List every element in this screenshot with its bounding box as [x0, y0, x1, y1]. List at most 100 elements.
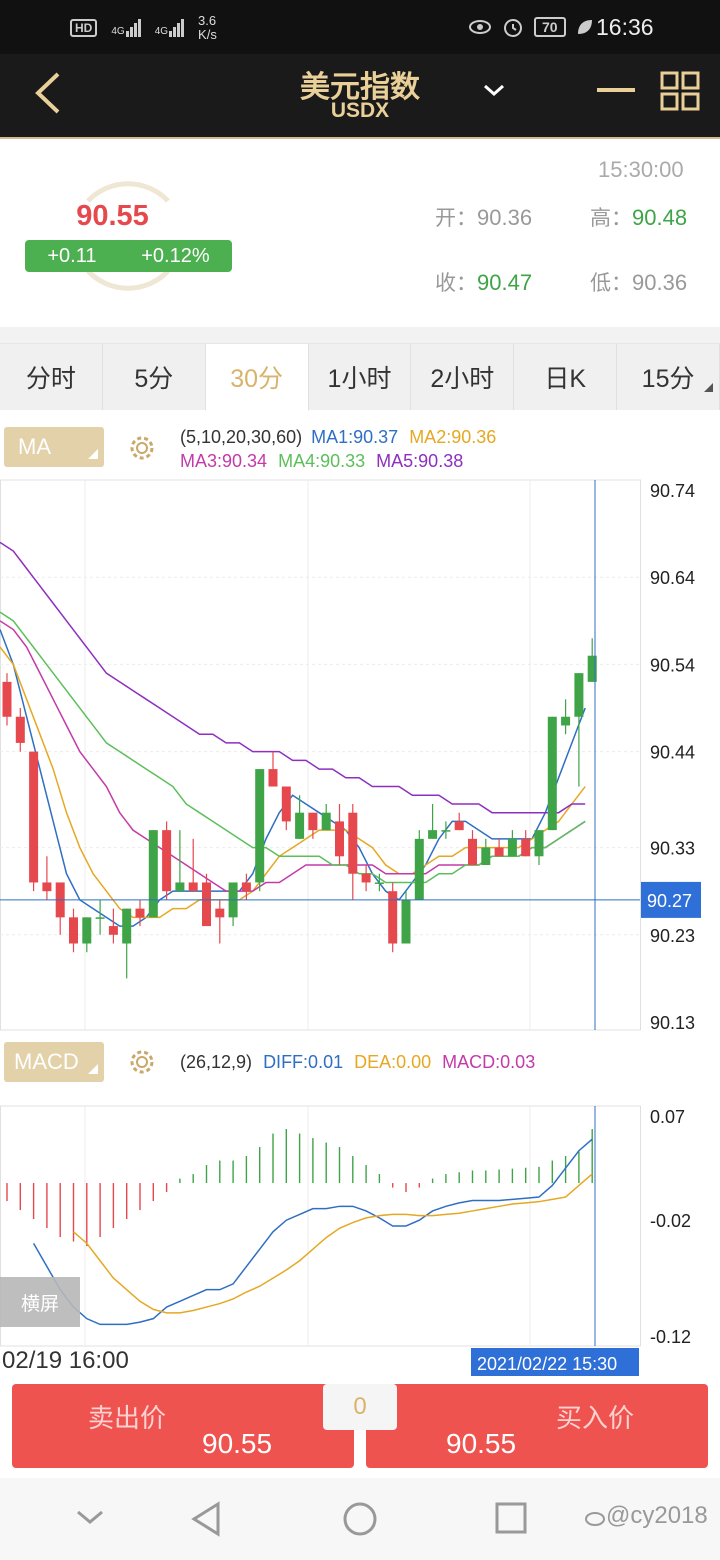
low-value: 90.36	[632, 270, 688, 295]
y-tick-label: 90.74	[650, 481, 695, 501]
section-divider	[0, 327, 720, 343]
last-price: 90.55	[76, 200, 149, 232]
candle-body	[521, 838, 531, 857]
macd-y-tick-label: -0.12	[650, 1327, 691, 1347]
watermark: @cy2018	[584, 1502, 708, 1530]
nav-home-icon[interactable]	[341, 1500, 379, 1538]
macd-indicator-button[interactable]: MACD	[4, 1042, 104, 1082]
buy-value: 90.55	[446, 1428, 517, 1459]
candle-body	[202, 882, 211, 927]
candle-body	[2, 681, 12, 717]
alarm-icon	[504, 19, 522, 37]
candle-body	[335, 821, 344, 857]
macd-button-label: MACD	[14, 1049, 79, 1074]
ma-settings-gear-icon[interactable]	[126, 432, 158, 464]
tab-daily[interactable]: 日K	[514, 344, 618, 410]
back-icon[interactable]	[30, 70, 64, 116]
y-tick-label: 90.13	[650, 1013, 695, 1033]
candle-body	[162, 830, 172, 892]
weibo-icon	[585, 1511, 605, 1526]
ma1-value: MA1:90.37	[311, 427, 399, 447]
tab-1hour[interactable]: 1小时	[308, 344, 412, 410]
candle-body	[468, 838, 477, 866]
macd-frame	[0, 1105, 641, 1347]
status-right-icons: 70	[468, 16, 594, 38]
signal-1-label: 4G	[111, 26, 125, 37]
candle-body	[42, 882, 52, 892]
candle-body	[547, 716, 557, 831]
chevron-down-icon[interactable]	[482, 82, 506, 98]
macd-y-tick-label: -0.02	[650, 1211, 691, 1231]
nav-recents-icon[interactable]	[494, 1501, 528, 1535]
ma-line-ma2	[0, 646, 586, 919]
speed-value: 3.6	[198, 13, 217, 28]
candle-body	[188, 882, 198, 892]
sell-label: 卖出价	[88, 1403, 167, 1433]
y-tick-label: 90.54	[650, 655, 695, 675]
network-speed: 3.6 K/s	[198, 14, 217, 42]
candlestick-chart[interactable]: 90.74 90.64 90.54 90.44 90.33 90.23 90.13 90.27	[0, 478, 720, 1038]
ma-legend-line2: MA3:90.34 MA4:90.33 MA5:90.38	[180, 451, 463, 472]
landscape-button[interactable]: 横屏	[0, 1277, 80, 1327]
leaf-icon	[577, 20, 592, 34]
sell-button[interactable]: 卖出价 90.55	[12, 1384, 354, 1468]
y-tick-label: 90.44	[650, 743, 695, 763]
candle-body	[215, 908, 225, 918]
candle-body	[388, 891, 398, 944]
macd-params: (26,12,9)	[180, 1052, 253, 1072]
nav-back-icon[interactable]	[188, 1500, 222, 1538]
macd-chart[interactable]: 0.07 -0.02 -0.12 02/19 16:00 2021/02/22 15:3…	[0, 1100, 720, 1380]
timeframe-tabs: 分时 5分 30分 1小时 2小时 日K 15分	[0, 343, 720, 410]
nav-collapse-icon[interactable]	[74, 1506, 106, 1528]
macd-y-tick-label: 0.07	[650, 1107, 685, 1127]
eye-icon	[469, 20, 491, 34]
candle-body	[534, 830, 544, 857]
candle-body	[374, 882, 384, 884]
candle-body	[454, 821, 464, 831]
buy-button[interactable]: 买入价 90.55	[366, 1384, 708, 1468]
spread-badge: 0	[323, 1384, 397, 1430]
candle-body	[281, 786, 291, 822]
candle-body	[82, 917, 92, 944]
crosshair-value-box	[641, 881, 701, 918]
open-value: 90.36	[477, 205, 533, 230]
ma-indicator-button[interactable]: MA	[4, 427, 104, 467]
y-tick-label: 90.33	[650, 839, 695, 859]
chart-frame	[0, 479, 641, 1031]
watermark-text: @cy2018	[606, 1502, 708, 1529]
close-field: 收：90.47	[435, 267, 532, 297]
candle-body	[507, 838, 517, 857]
app-header: 美元指数 USDX	[0, 54, 720, 139]
open-field: 开：90.36	[435, 202, 532, 232]
status-time: 16:36	[596, 14, 654, 40]
y-tick-label: 90.64	[650, 568, 695, 588]
tab-15min[interactable]: 15分	[617, 344, 720, 410]
tab-30min[interactable]: 30分	[205, 344, 309, 410]
ma-line-ma4	[0, 611, 586, 884]
buy-label: 买入价	[556, 1403, 635, 1433]
grid-icon[interactable]	[660, 71, 700, 111]
candle-body	[494, 847, 504, 857]
ma4-value: MA4:90.33	[278, 451, 366, 471]
candle-body	[348, 812, 358, 874]
tab-timeshare[interactable]: 分时	[0, 344, 103, 410]
macd-settings-gear-icon[interactable]	[126, 1046, 158, 1078]
status-left: HD 4G 4G 3.6 K/s	[70, 14, 217, 42]
candle-body	[108, 926, 118, 935]
high-field: 高：90.48	[590, 202, 687, 232]
dropdown-corner-icon	[704, 383, 714, 392]
candle-body	[241, 882, 251, 892]
change-badge: +0.11 +0.12%	[25, 240, 232, 272]
macd-dropdown-icon	[88, 1064, 98, 1074]
candle-body	[69, 917, 78, 944]
tab-2hour[interactable]: 2小时	[411, 344, 515, 410]
candle-body	[441, 830, 451, 832]
tab-15min-label: 15分	[641, 365, 695, 393]
x-start-label: 02/19 16:00	[2, 1347, 129, 1374]
minimize-icon[interactable]	[597, 88, 635, 92]
candle-body	[175, 882, 185, 892]
page-title: 美元指数	[300, 71, 420, 104]
tab-5min[interactable]: 5分	[102, 344, 206, 410]
sell-value: 90.55	[202, 1428, 273, 1459]
open-label: 开：	[435, 207, 477, 230]
